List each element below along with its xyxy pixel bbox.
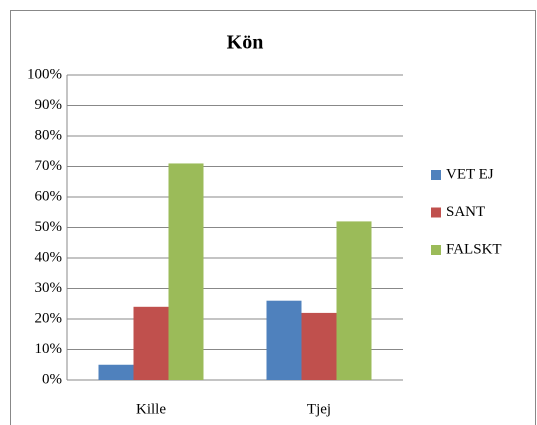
y-tick-label: 20% [35, 310, 63, 326]
legend-label: SANT [446, 204, 485, 220]
x-tick-label: Kille [136, 401, 166, 417]
bar [336, 221, 372, 380]
legend-swatch [431, 207, 441, 218]
y-tick-label: 90% [35, 97, 63, 113]
y-tick-label: 10% [35, 341, 63, 357]
bar [266, 300, 302, 380]
bar [133, 306, 169, 380]
legend-swatch [431, 170, 441, 180]
y-tick-label: 80% [35, 127, 63, 143]
bar [168, 163, 204, 380]
y-tick-label: 30% [35, 280, 63, 296]
y-tick-label: 50% [35, 219, 63, 235]
legend-label: VET EJ [446, 166, 494, 182]
x-tick-label: Tjej [307, 401, 331, 417]
legend-label: FALSKT [446, 241, 502, 257]
y-tick-label: 60% [35, 188, 63, 204]
chart-title: Kön [227, 32, 264, 54]
bar [301, 312, 337, 380]
bar [98, 364, 134, 380]
y-tick-label: 70% [35, 158, 63, 174]
legend-swatch [431, 245, 441, 255]
y-tick-label: 100% [27, 66, 62, 82]
y-tick-label: 40% [35, 249, 63, 265]
y-tick-label: 0% [42, 371, 62, 387]
